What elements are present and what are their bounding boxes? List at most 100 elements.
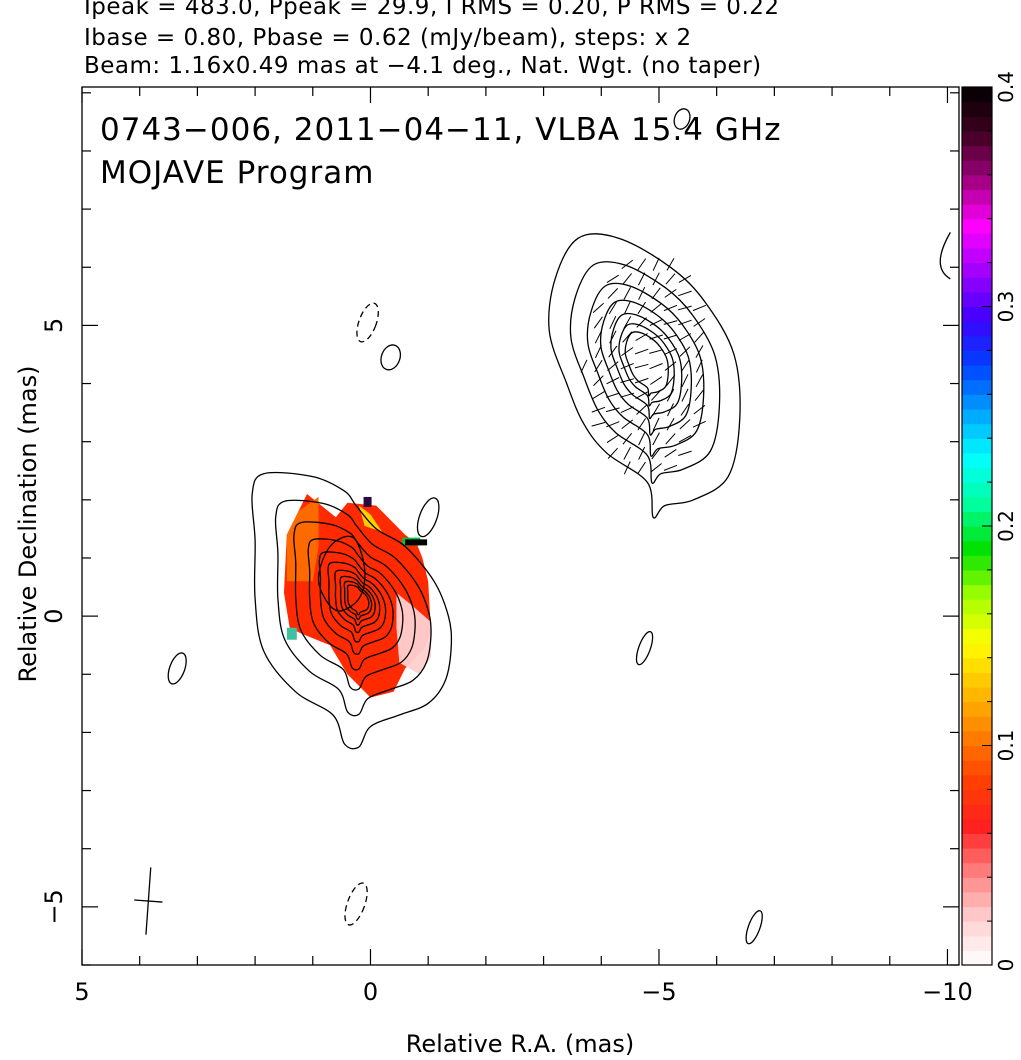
- colorbar-swatch: [962, 262, 992, 278]
- evpa-vector-19: [609, 330, 617, 344]
- pol-yellow-spot: [358, 505, 383, 532]
- evpa-vector-44: [635, 391, 649, 400]
- colorbar-swatch: [962, 365, 992, 381]
- x-tick-label: 0: [363, 978, 378, 1006]
- colorbar-swatch: [962, 877, 992, 893]
- pol-pale-edge: [396, 592, 432, 675]
- colorbar-tick-label: 0.2: [994, 510, 1018, 542]
- colorbar-swatch: [962, 862, 992, 878]
- evpa-vector-13: [606, 421, 620, 428]
- evpa-vector-100: [695, 374, 704, 388]
- colorbar-swatch: [962, 935, 992, 951]
- evpa-vector-103: [694, 331, 705, 343]
- colorbar-swatch: [962, 189, 992, 205]
- evpa-vector-105: [692, 304, 707, 312]
- header-line-3: Beam: 1.16x0.49 mas at −4.1 deg., Nat. W…: [84, 53, 762, 79]
- colorbar-tick-label: 0.1: [994, 730, 1018, 762]
- evpa-vector-65: [650, 303, 662, 313]
- evpa-vector-79: [663, 320, 678, 325]
- y-tick-label: 5: [40, 318, 68, 333]
- colorbar-swatch: [962, 789, 992, 805]
- beam-marker: [134, 867, 163, 935]
- colorbar-tick-label: 0.3: [994, 291, 1018, 323]
- y-axis-label: Relative Declination (mas): [14, 365, 42, 683]
- evpa-vector-57: [652, 417, 660, 431]
- colorbar-swatch: [962, 804, 992, 820]
- plot-border: [81, 86, 960, 966]
- evpa-vector-53: [637, 258, 647, 271]
- colorbar-swatch: [962, 745, 992, 761]
- evpa-vector-36: [623, 287, 632, 300]
- evpa-vector-92: [678, 333, 692, 341]
- evpa-vector-87: [680, 403, 690, 416]
- evpa-vector-32: [621, 347, 634, 357]
- evpa-vector-76: [664, 361, 677, 371]
- evpa-vector-40: [638, 446, 646, 460]
- jet-contour-level-6: [618, 323, 675, 407]
- colorbar-swatch: [962, 233, 992, 249]
- jet-contour-level-2: [569, 261, 721, 484]
- pol-orange-edge: [286, 496, 319, 582]
- evpa-vector-59: [651, 389, 662, 401]
- evpa-vector-26: [622, 432, 632, 445]
- dashed-contour-1: [356, 302, 379, 343]
- evpa-vector-18: [608, 345, 618, 358]
- evpa-vector-70: [664, 448, 677, 458]
- evpa-vector-38: [621, 259, 634, 269]
- evpa-vector-82: [665, 273, 676, 285]
- core-contour-level-8: [339, 575, 376, 626]
- evpa-vector-28: [620, 406, 634, 414]
- y-tick-label: 0: [40, 608, 68, 623]
- colorbar-swatch: [962, 321, 992, 337]
- evpa-vector-104: [693, 318, 706, 327]
- evpa-vector-80: [663, 304, 678, 312]
- evpa-vector-3: [591, 406, 606, 413]
- evpa-vector-27: [621, 419, 634, 429]
- evpa-vector-71: [665, 433, 676, 445]
- evpa-vector-21: [608, 301, 617, 315]
- pol-cyan-spot: [286, 627, 297, 640]
- tick-labels: 5 0 −5 −10 5 0 −5: [40, 318, 973, 1006]
- evpa-vector-95: [678, 290, 692, 297]
- colorbar-swatch: [962, 130, 992, 147]
- evpa-vector-97: [692, 420, 706, 428]
- colorbar-swatch: [962, 906, 992, 922]
- evpa-vector-14: [605, 407, 620, 413]
- core-contour-level-9: [343, 580, 373, 620]
- colorbar-swatch: [962, 335, 992, 351]
- evpa-vector-94: [678, 305, 692, 311]
- evpa-vector-41: [638, 432, 646, 446]
- small-contour-1: [380, 344, 402, 371]
- colorbar-swatch: [962, 584, 992, 600]
- colorbar-swatch: [962, 526, 992, 542]
- core-contour-level-2: [274, 499, 432, 717]
- colorbar-swatch: [962, 467, 992, 483]
- evpa-vector-61: [649, 363, 663, 370]
- pol-dark-spot: [405, 539, 428, 546]
- core-contour-level-6: [327, 561, 387, 643]
- colorbar-tick-label: 0.4: [994, 71, 1018, 103]
- colorbar-swatch: [962, 847, 992, 864]
- core-secondary-contour: [317, 535, 366, 612]
- evpa-vector-96: [678, 274, 692, 283]
- evpa-vector-52: [638, 272, 646, 286]
- pol-dark-spot-2: [363, 496, 372, 507]
- colorbar-swatch: [962, 730, 992, 747]
- x-tick-label: −5: [641, 978, 676, 1006]
- x-tick-label: 5: [74, 978, 89, 1006]
- colorbar-swatch: [962, 628, 992, 644]
- evpa-vector-45: [634, 377, 649, 384]
- evpa-vector-69: [663, 464, 678, 471]
- evpa-vector-102: [695, 345, 704, 358]
- evpa-vector-11: [607, 447, 618, 459]
- polarization-vectors: [580, 257, 707, 475]
- colorbar-swatch: [962, 511, 992, 527]
- evpa-vector-24: [623, 461, 631, 475]
- evpa-vector-16: [606, 377, 620, 385]
- header-line-1: Ipeak = 483.0, Ppeak = 29.9, I RMS = 0.2…: [84, 0, 780, 20]
- evpa-vector-64: [649, 318, 663, 327]
- colorbar-swatch: [962, 672, 992, 688]
- colorbar-swatch: [962, 569, 992, 586]
- evpa-vector-84: [678, 450, 692, 456]
